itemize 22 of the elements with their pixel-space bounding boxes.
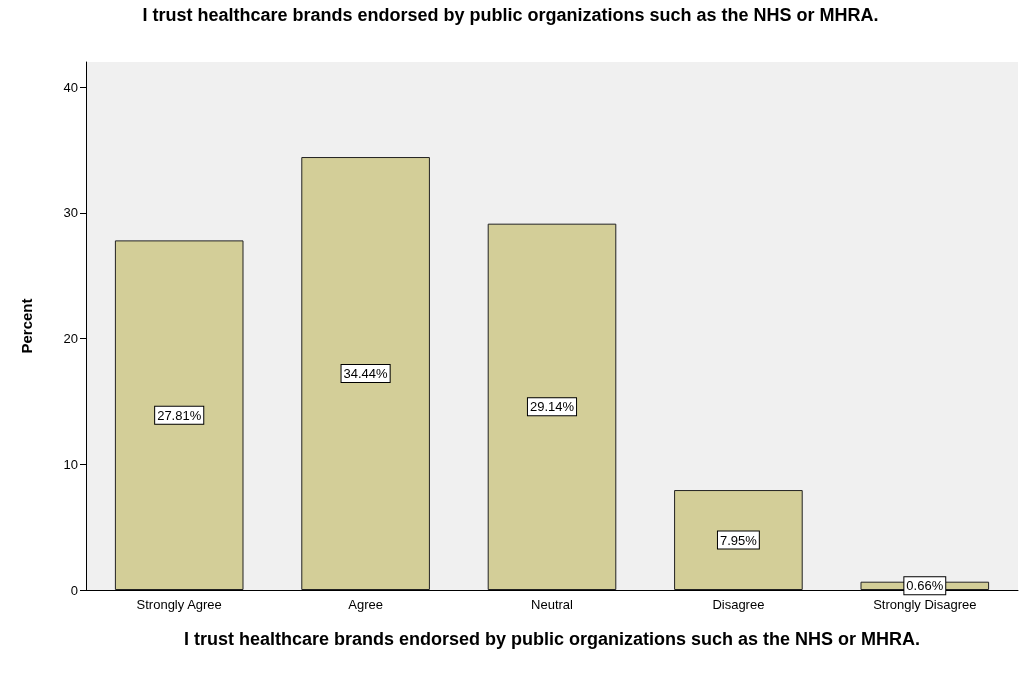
x-tick-label: Agree bbox=[348, 597, 383, 612]
data-label: 34.44% bbox=[343, 366, 389, 382]
data-label: 27.81% bbox=[157, 407, 202, 423]
x-axis-title: I trust healthcare brands endorsed by public organizations such as the NHS or MHRA. bbox=[183, 628, 921, 649]
data-label: 0.66% bbox=[906, 578, 944, 594]
x-tick-label: Neutral bbox=[531, 597, 574, 612]
y-tick-label: 20 bbox=[63, 331, 78, 347]
bar bbox=[301, 157, 430, 590]
x-tick-label: Disagree bbox=[712, 597, 765, 612]
y-tick-label: 30 bbox=[63, 205, 78, 221]
y-axis-title: Percent bbox=[18, 298, 35, 354]
y-tick-label: 10 bbox=[63, 456, 78, 472]
data-label: 7.95% bbox=[719, 532, 758, 548]
bar bbox=[674, 490, 803, 590]
bar bbox=[487, 223, 617, 590]
x-tick-label: Strongly Disagree bbox=[873, 597, 977, 612]
chart-title: I trust healthcare brands endorsed by public organizations such as the NHS or MHRA. bbox=[142, 5, 879, 25]
y-tick-label: 40 bbox=[63, 79, 78, 95]
data-label: 29.14% bbox=[529, 399, 575, 415]
x-tick-label: Strongly Agree bbox=[136, 597, 222, 612]
y-tick-label: 0 bbox=[70, 582, 78, 598]
bar bbox=[114, 240, 244, 590]
